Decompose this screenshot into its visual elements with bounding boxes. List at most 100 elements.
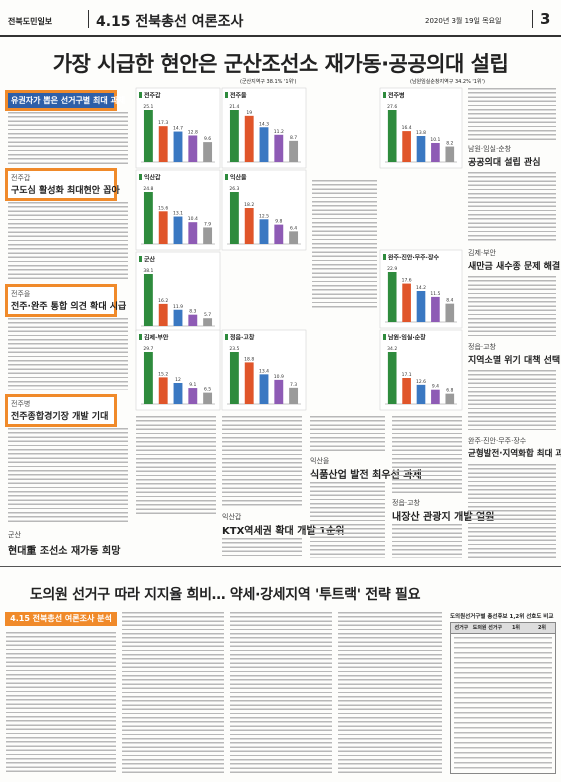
chart-title-marker	[225, 334, 228, 340]
bar-value-label: 7.9	[204, 221, 211, 227]
bar	[431, 389, 440, 404]
bar-value-label: 38.1	[143, 268, 153, 274]
bar	[188, 314, 198, 326]
bar-value-label: 13.8	[416, 130, 426, 136]
bar	[158, 303, 168, 326]
bar	[402, 283, 411, 322]
bar-value-label: 14.3	[259, 121, 269, 127]
chart-title-marker	[383, 254, 386, 260]
bar	[158, 377, 168, 404]
body-text	[8, 428, 128, 523]
bar	[289, 387, 299, 404]
bar	[143, 192, 153, 244]
bar-value-label: 19	[246, 110, 252, 116]
bar-value-label: 5.7	[204, 312, 211, 318]
body-text	[6, 632, 116, 774]
bar-value-label: 10.9	[274, 374, 284, 380]
bar-value-label: 13.4	[259, 368, 269, 374]
kicker: 정읍·고창	[468, 343, 496, 351]
chart-title: 전주병	[388, 92, 405, 100]
chart-title-marker	[383, 334, 386, 340]
bar	[143, 274, 153, 326]
section-title: 지역소멸 위기 대책 선택	[468, 356, 561, 366]
chart-title-marker	[139, 256, 142, 262]
kicker: 남원·임실·순창	[468, 145, 512, 153]
bar	[289, 231, 299, 244]
section-title: 4.15 전북총선 여론조사	[96, 14, 244, 30]
bar-value-label: 17.3	[158, 120, 168, 126]
body-text	[136, 416, 216, 516]
box-title: 전주·완주 통합 의견 확대 시급	[11, 302, 127, 312]
bar	[173, 216, 183, 244]
table-header-cell: 1위	[511, 625, 521, 631]
table-header: 선거구 도의원 선거구 1위 2위	[451, 623, 555, 634]
bar	[203, 142, 213, 162]
bar-value-label: 21.4	[229, 104, 239, 110]
bar-value-label: 6.8	[446, 388, 453, 394]
bar	[188, 222, 198, 244]
bar	[445, 303, 455, 322]
subheadline: (남원임실순창지역구 34.2% '1위')	[410, 79, 485, 85]
bar	[445, 393, 455, 404]
section-title: KTX역세권 확대 개발 1순위	[222, 526, 345, 537]
bar-value-label: 16.4	[402, 125, 412, 131]
bar	[402, 378, 411, 404]
bar-value-label: 10.4	[188, 216, 198, 222]
section-box: 4.15 전북총선 여론조사 분석	[5, 612, 117, 626]
bar-value-label: 12	[175, 377, 181, 383]
box-kicker: 전주갑	[11, 174, 31, 182]
bar	[387, 110, 397, 162]
bar	[289, 140, 299, 162]
bar-value-label: 23.5	[229, 346, 239, 352]
body-text	[392, 524, 462, 558]
bar	[274, 379, 284, 404]
chart-title-marker	[139, 92, 142, 98]
bar	[445, 146, 455, 162]
bar-value-label: 9.8	[275, 219, 282, 225]
body-text	[468, 276, 556, 338]
bar	[259, 219, 269, 244]
bar	[416, 290, 426, 322]
subheadline: (군산지역구 38.1% '1위')	[240, 79, 297, 85]
bar	[244, 115, 254, 162]
chart-title: 익산갑	[144, 174, 161, 182]
box-title: 전주종합경기장 개발 기대	[11, 412, 109, 422]
body-text	[468, 370, 556, 432]
bar-value-label: 18.2	[244, 202, 254, 208]
chart-title-marker	[383, 92, 386, 98]
box-title: 유권자가 뽑은 선거구별 최대 과제	[11, 96, 126, 105]
bar	[416, 384, 426, 404]
section-title: 새만금 새수종 문제 해결	[468, 262, 561, 272]
bar	[431, 142, 440, 162]
bar	[387, 352, 397, 404]
bar	[143, 352, 153, 404]
bar-value-label: 12.8	[188, 129, 198, 135]
chart-title-marker	[225, 174, 228, 180]
kicker: 정읍·고창	[392, 499, 420, 507]
bar	[188, 135, 198, 162]
body-text	[310, 416, 385, 452]
bar-value-label: 15.2	[158, 371, 168, 377]
bar-value-label: 15.6	[158, 205, 168, 211]
body-text	[222, 538, 302, 558]
bar	[416, 136, 426, 162]
bar-value-label: 27.6	[387, 104, 397, 110]
bar	[387, 272, 397, 322]
body-text	[8, 318, 128, 390]
bar-value-label: 17.6	[402, 278, 412, 284]
kicker: 군산	[8, 531, 21, 539]
chart-title-marker	[139, 334, 142, 340]
bar	[244, 362, 254, 404]
table-header-cell: 도의원 선거구	[472, 625, 503, 631]
body-text	[468, 464, 556, 558]
bar	[244, 208, 254, 244]
bar-value-label: 8.2	[446, 141, 453, 147]
table-header-cell: 선거구	[454, 625, 469, 631]
bar-value-label: 8.3	[189, 309, 196, 315]
bar-value-label: 9.6	[204, 136, 211, 142]
bar-value-label: 8.4	[446, 298, 453, 304]
bottom-headline: 도의원 선거구 따라 지지율 희비… 약세·강세지역 '투트랙' 전략 필요	[29, 587, 421, 603]
chart-title-marker	[225, 92, 228, 98]
headline: 가장 시급한 현안은 군산조선소 재가동·공공의대 설립	[52, 52, 509, 76]
bar	[229, 352, 239, 404]
